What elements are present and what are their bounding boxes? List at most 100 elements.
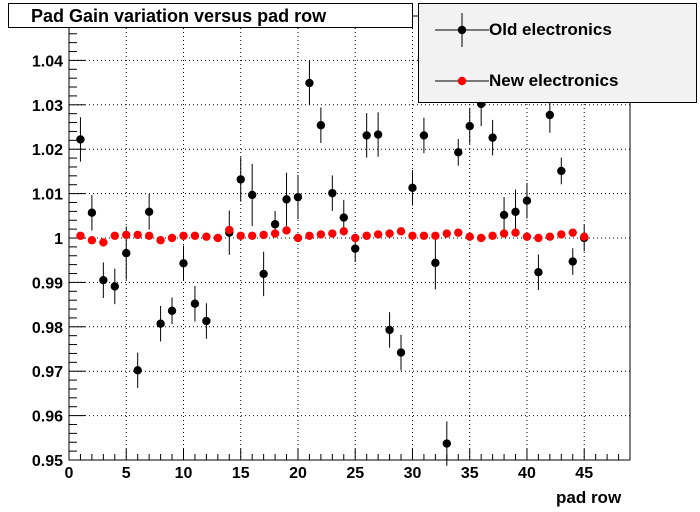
x-tick-label: 45: [575, 465, 593, 482]
new-data-point: [488, 231, 497, 240]
old-data-point: [202, 316, 211, 326]
new-data-point: [179, 231, 188, 240]
old-data-point: [511, 207, 520, 217]
old-data-point: [316, 121, 326, 130]
old-data-point: [522, 196, 532, 205]
legend-entry-new: New electronics: [419, 61, 696, 101]
grid: [69, 16, 630, 460]
old-data-point: [282, 195, 291, 204]
y-tick-label: 1.04: [32, 53, 63, 70]
legend: Old electronics New electronics: [418, 3, 697, 103]
old-data-point: [305, 78, 314, 88]
y-tick-label: 0.97: [32, 364, 63, 381]
new-data-point: [305, 231, 314, 240]
x-tick-label: 0: [65, 465, 74, 482]
old-data-point: [122, 248, 131, 258]
new-data-point: [351, 233, 360, 243]
old-data-point: [442, 439, 452, 448]
old-data-point: [545, 110, 555, 120]
old-data-point: [396, 348, 406, 357]
old-data-point: [534, 267, 543, 277]
old-data-point: [179, 259, 188, 268]
new-data-point: [419, 231, 429, 240]
legend-marker-new-icon: [435, 76, 489, 86]
new-data-point: [247, 231, 257, 240]
y-tick-label: 0.95: [32, 453, 63, 470]
new-data-point: [545, 232, 555, 241]
new-data-point: [454, 228, 463, 237]
new-data-point: [431, 231, 440, 240]
chart-title: Pad Gain variation versus pad row: [8, 3, 413, 28]
y-tick-label: 1: [54, 231, 63, 248]
new-data-point: [213, 233, 223, 243]
old-data-point: [454, 148, 463, 157]
new-data-point: [99, 238, 108, 247]
new-data-point: [476, 233, 486, 243]
new-data-point: [465, 232, 474, 241]
old-data-point: [247, 190, 257, 200]
new-data-point: [110, 231, 119, 240]
new-data-point: [580, 232, 589, 241]
old-data-point: [431, 258, 440, 268]
old-data-point: [236, 175, 245, 184]
new-data-point: [144, 231, 154, 240]
new-data-point: [511, 228, 520, 237]
new-data-point: [396, 227, 406, 236]
old-data-point: [110, 282, 119, 291]
new-data-point: [202, 232, 211, 241]
old-data-point: [419, 131, 429, 140]
old-data-point: [408, 183, 417, 193]
new-data-point: [76, 231, 85, 240]
new-data-point: [373, 230, 383, 239]
x-tick-label: 35: [461, 465, 479, 482]
new-data-point: [236, 231, 245, 240]
old-data-point: [488, 133, 497, 142]
x-tick-label: 30: [404, 465, 422, 482]
new-data-point: [362, 231, 371, 240]
new-data-point: [190, 231, 200, 240]
x-tick-label: 20: [289, 465, 307, 482]
new-data-point: [133, 230, 142, 240]
legend-label-old: Old electronics: [489, 20, 612, 39]
new-data-point: [534, 233, 543, 243]
new-data-point: [499, 229, 509, 238]
chart-title-text: Pad Gain variation versus pad row: [31, 6, 327, 26]
old-data-point: [362, 131, 371, 140]
new-data-point: [122, 230, 131, 240]
old-data-point: [99, 275, 108, 285]
old-data-point: [499, 210, 509, 220]
old-data-point: [167, 306, 177, 316]
old-data-point: [373, 130, 383, 139]
x-tick-label: 15: [232, 465, 250, 482]
x-tick-label: 5: [122, 465, 131, 482]
legend-entry-old: Old electronics: [419, 10, 696, 50]
y-tick-label: 0.96: [32, 409, 63, 426]
legend-marker-old-icon: [435, 13, 489, 47]
axes: 0 5 10 15 20 25 30 35 40 45 0.95 0.96 0.97 0.98 0.99 1 1…: [32, 24, 620, 482]
old-data-point: [133, 366, 142, 375]
new-data-point: [87, 236, 97, 245]
old-data-point: [87, 208, 97, 217]
new-data-point: [156, 236, 165, 245]
old-data-point: [76, 135, 85, 144]
y-tick-label: 1.01: [32, 187, 63, 204]
new-data-point: [568, 228, 577, 237]
new-data-point: [282, 226, 291, 235]
series-new-electronics: [76, 225, 589, 247]
old-data-point: [385, 325, 394, 335]
old-data-point: [568, 257, 577, 266]
new-data-point: [442, 229, 452, 238]
old-data-point: [293, 192, 303, 202]
old-data-point: [351, 244, 360, 253]
new-data-point: [259, 230, 268, 240]
new-data-point: [557, 230, 566, 239]
new-data-point: [293, 233, 303, 243]
y-tick-label: 1.03: [32, 98, 63, 115]
legend-label-new: New electronics: [489, 71, 619, 90]
new-data-point: [225, 225, 234, 235]
new-data-point: [522, 232, 532, 241]
y-tick-label: 0.99: [32, 275, 63, 292]
new-data-point: [167, 233, 177, 243]
old-data-point: [144, 207, 154, 217]
new-data-point: [385, 229, 394, 238]
